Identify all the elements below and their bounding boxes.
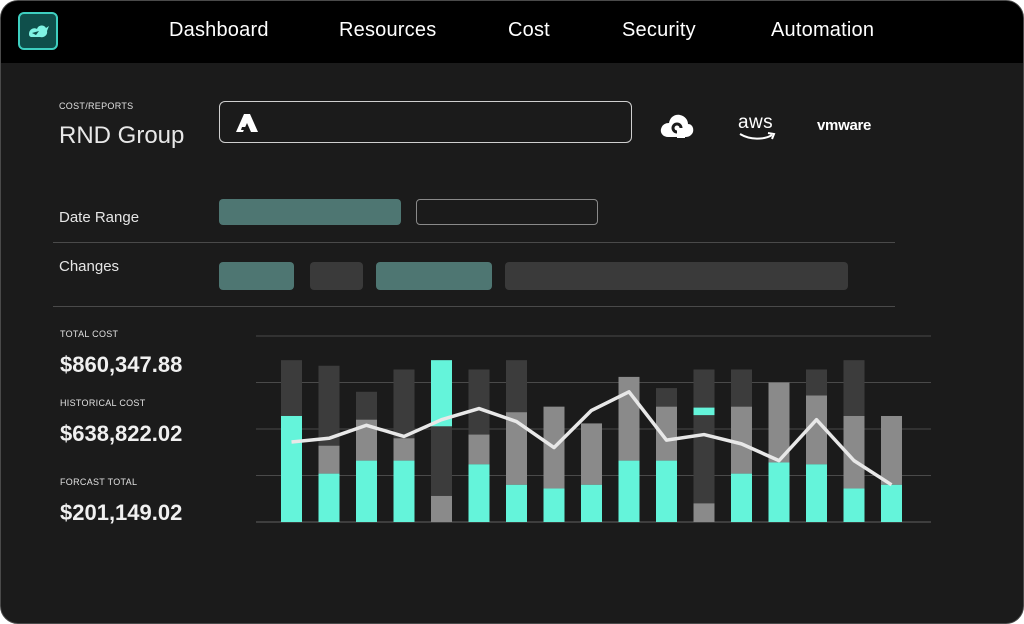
search-input[interactable] [264, 108, 628, 138]
forecast-total-value: $201,149.02 [60, 500, 183, 525]
date-range-end-field[interactable] [416, 199, 598, 225]
changes-chip-1[interactable] [219, 262, 294, 290]
chart-bar-gray-segment[interactable] [506, 412, 527, 485]
chart-bar-accent[interactable] [618, 460, 640, 522]
total-cost-label: TOTAL COST [60, 329, 119, 339]
chart-bar-gray-segment[interactable] [656, 406, 677, 461]
chart-bar-accent[interactable] [843, 488, 865, 522]
aws-button[interactable]: aws [738, 112, 776, 140]
breadcrumb[interactable]: COST/REPORTS [59, 101, 134, 111]
chart-bar-gray-segment[interactable] [731, 406, 752, 474]
chart-bar-background[interactable] [693, 369, 715, 522]
date-range-label: Date Range [59, 209, 140, 226]
cost-chart [256, 335, 931, 523]
google-cloud-icon [660, 114, 694, 138]
aws-smile-icon [739, 132, 776, 140]
chart-bar-accent[interactable] [768, 462, 790, 522]
chart-bar-gray-segment[interactable] [581, 423, 602, 485]
nav-cost[interactable]: Cost [508, 19, 550, 41]
historical-cost-value: $638,822.02 [60, 421, 183, 446]
aws-label: aws [738, 112, 773, 133]
vmware-button[interactable]: vmware [817, 117, 872, 134]
cloud-bird-logo-icon [29, 25, 49, 38]
chart-bar-accent[interactable] [731, 473, 752, 522]
chart-bar-gray-segment[interactable] [468, 434, 490, 465]
chart-bar-gray-segment[interactable] [431, 495, 452, 522]
changes-label: Changes [59, 258, 120, 275]
chart-bar-accent[interactable] [543, 488, 565, 522]
chart-bar-gray-segment[interactable] [693, 503, 715, 522]
chart-bar-accent[interactable] [581, 484, 602, 522]
forecast-total-label: FORCAST TOTAL [60, 477, 138, 487]
chart-bar-accent[interactable] [356, 460, 377, 522]
chart-bar-gray-segment[interactable] [768, 382, 790, 463]
page-title: RND Group [59, 122, 185, 149]
chart-bar-accent[interactable] [318, 473, 340, 522]
chart-bar-accent[interactable] [881, 484, 902, 522]
divider [53, 242, 895, 243]
chart-bar-gray-segment[interactable] [881, 415, 902, 485]
chart-bar-accent[interactable] [806, 464, 827, 522]
historical-cost-label: HISTORICAL COST [60, 398, 146, 408]
chart-bar-accent[interactable] [656, 460, 677, 522]
chart-bar-gray-segment[interactable] [843, 415, 865, 489]
chart-trend-line [291, 390, 893, 487]
google-cloud-button[interactable] [659, 111, 695, 146]
nav-dashboard[interactable]: Dashboard [169, 19, 269, 41]
chart-bar-accent[interactable] [506, 484, 527, 522]
date-range-start-field[interactable] [219, 199, 401, 225]
total-cost-value: $860,347.88 [60, 352, 183, 377]
changes-chip-4[interactable] [505, 262, 848, 290]
chart-bar-gray-segment[interactable] [318, 445, 340, 474]
top-navigation-bar: Dashboard Resources Cost Security Automa… [1, 1, 1023, 63]
changes-chip-2[interactable] [310, 262, 363, 290]
chart-bar-accent[interactable] [431, 360, 452, 427]
nav-security[interactable]: Security [622, 19, 696, 41]
chart-bar-gray-segment[interactable] [806, 395, 827, 465]
chart-bar-accent[interactable] [693, 407, 715, 416]
app-logo[interactable] [18, 12, 58, 50]
chart-bar-gray-segment[interactable] [393, 438, 415, 461]
nav-resources[interactable]: Resources [339, 19, 437, 41]
nav-automation[interactable]: Automation [771, 19, 875, 41]
chart-bar-gray-segment[interactable] [618, 376, 640, 461]
chart-bar-accent[interactable] [281, 415, 302, 522]
azure-a-icon [236, 114, 258, 132]
changes-chip-3[interactable] [376, 262, 492, 290]
chart-bar-accent[interactable] [393, 460, 415, 522]
chart-bar-accent[interactable] [468, 464, 490, 522]
divider [53, 306, 895, 307]
search-box[interactable] [219, 101, 632, 143]
chart-bar-gray-segment[interactable] [356, 419, 377, 461]
